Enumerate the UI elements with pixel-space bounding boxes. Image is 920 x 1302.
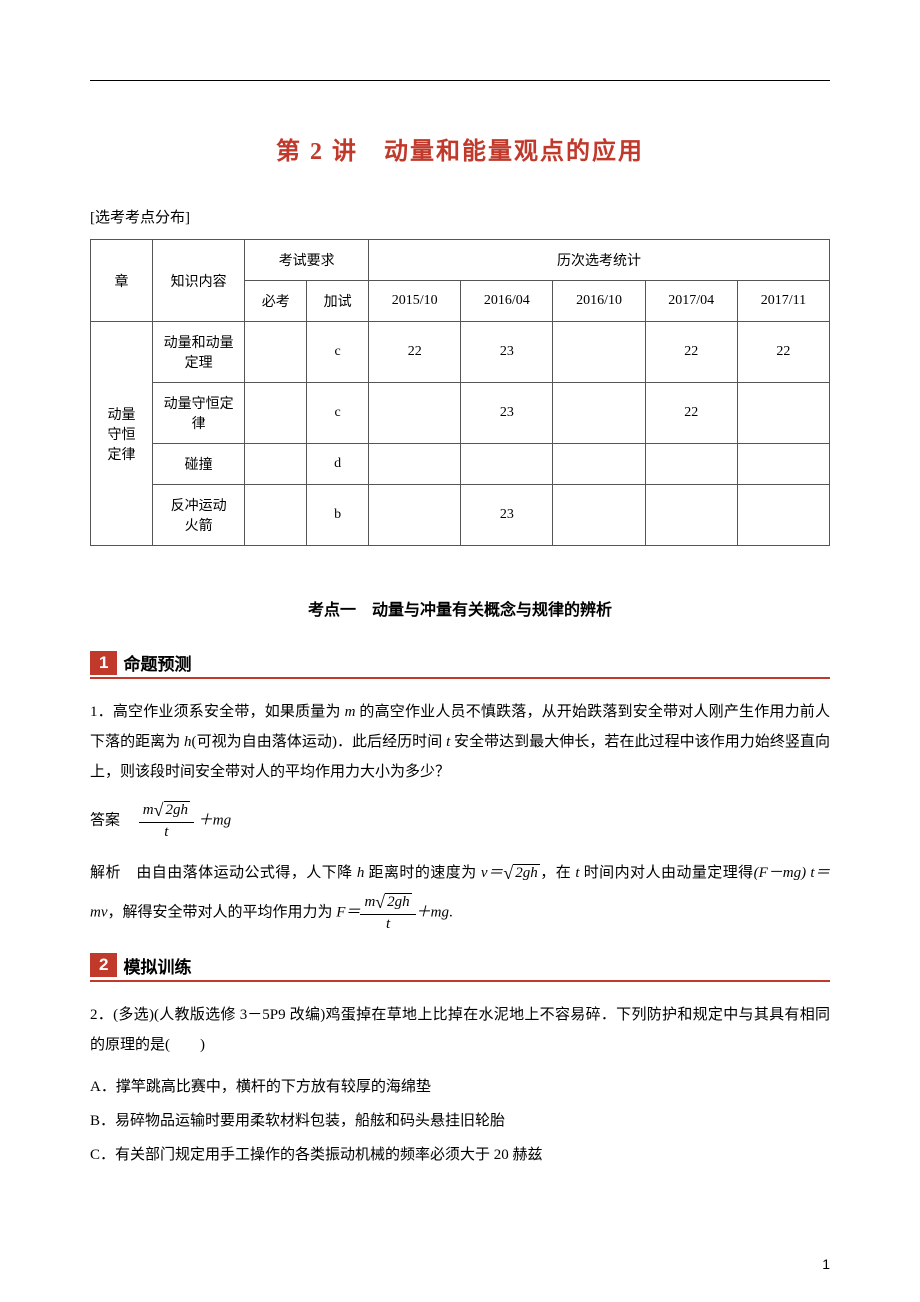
table-row: 碰撞 d	[91, 444, 830, 485]
cell-content: 动量和动量定理	[152, 322, 244, 383]
table-row: 动量守恒定律 c 23 22	[91, 383, 830, 444]
explain-fraction: m√2gh t	[360, 891, 415, 935]
answer-label: 答案	[90, 812, 135, 828]
section-label-2: 模拟训练	[123, 953, 191, 978]
cell-chapter: 动量守恒定律	[91, 322, 153, 546]
cell-2016-04: 23	[461, 322, 553, 383]
q1-text-3: (可视为自由落体运动)．此后经历时间	[192, 734, 447, 750]
explain-1: 解析 由自由落体运动公式得，人下降 h 距离时的速度为 v＝√2gh，在 t 时…	[90, 855, 830, 935]
cell-must	[245, 383, 307, 444]
cell-2017-11	[737, 383, 829, 444]
cell-2015-10	[369, 383, 461, 444]
option-a: A．撑竿跳高比赛中，横杆的下方放有较厚的海绵垫	[90, 1072, 830, 1102]
th-2017-04: 2017/04	[645, 281, 737, 322]
cell-2017-11: 22	[737, 322, 829, 383]
cell-content: 动量守恒定律	[152, 383, 244, 444]
th-history: 历次选考统计	[369, 240, 830, 281]
cell-must	[245, 444, 307, 485]
cell-2017-11	[737, 444, 829, 485]
page-title: 第 2 讲 动量和能量观点的应用	[90, 131, 830, 166]
cell-content: 碰撞	[152, 444, 244, 485]
distribution-label: [选考考点分布]	[90, 206, 830, 227]
F-eq: F＝	[336, 904, 360, 920]
explain-text-4: 时间内对人由动量定理得	[580, 865, 754, 881]
th-exam-req: 考试要求	[245, 240, 369, 281]
th-2015-10: 2015/10	[369, 281, 461, 322]
explain-text-5: ，解得安全带对人的平均作用力为	[108, 904, 337, 920]
cell-2016-04: 23	[461, 383, 553, 444]
plus-mg-2: ＋mg	[416, 904, 449, 920]
cell-2015-10	[369, 444, 461, 485]
v-eq: v＝	[481, 865, 504, 881]
th-2017-11: 2017/11	[737, 281, 829, 322]
option-b: B．易碎物品运输时要用柔软材料包装，船舷和码头悬挂旧轮胎	[90, 1106, 830, 1136]
sqrt-2gh: 2gh	[513, 864, 540, 881]
cell-extra: c	[307, 383, 369, 444]
cell-2017-04	[645, 444, 737, 485]
page-number: 1	[822, 1256, 830, 1272]
answer-1: 答案 m√2gh t ＋mg	[90, 799, 830, 843]
cell-2017-11	[737, 485, 829, 546]
explain-text-1: 由自由落体运动公式得，人下降	[136, 865, 356, 881]
section-num-2: 2	[90, 953, 117, 977]
q1-text-1: 1．高空作业须系安全带，如果质量为	[90, 704, 345, 720]
th-chapter: 章	[91, 240, 153, 322]
section-num-1: 1	[90, 651, 117, 675]
q2-options: A．撑竿跳高比赛中，横杆的下方放有较厚的海绵垫 B．易碎物品运输时要用柔软材料包…	[90, 1072, 830, 1170]
explain-text-3: ，在	[540, 865, 576, 881]
cell-2016-10	[553, 444, 645, 485]
table-row: 动量守恒定律 动量和动量定理 c 22 23 22 22	[91, 322, 830, 383]
kaodian-title: 考点一 动量与冲量有关概念与规律的辨析	[90, 596, 830, 620]
option-c: C．有关部门规定用手工操作的各类振动机械的频率必须大于 20 赫兹	[90, 1140, 830, 1170]
cell-content: 反冲运动 火箭	[152, 485, 244, 546]
table-header-row-1: 章 知识内容 考试要求 历次选考统计	[91, 240, 830, 281]
cell-2016-10	[553, 383, 645, 444]
cell-2016-04: 23	[461, 485, 553, 546]
cell-2016-10	[553, 485, 645, 546]
section-head-2: 2 模拟训练	[90, 953, 830, 982]
question-1: 1．高空作业须系安全带，如果质量为 m 的高空作业人员不慎跌落，从开始跌落到安全…	[90, 697, 830, 787]
section-label-1: 命题预测	[123, 650, 191, 675]
answer-fraction: m√2gh t	[139, 799, 194, 843]
question-2: 2．(多选)(人教版选修 3－5P9 改编)鸡蛋掉在草地上比掉在水泥地上不容易碎…	[90, 1000, 830, 1060]
cell-2015-10	[369, 485, 461, 546]
cell-extra: c	[307, 322, 369, 383]
cell-2016-04	[461, 444, 553, 485]
th-must: 必考	[245, 281, 307, 322]
num-m: m	[143, 802, 154, 818]
explain-text-2: 距离时的速度为	[364, 865, 481, 881]
plus-mg: ＋mg	[198, 812, 231, 828]
num-2gh: 2gh	[164, 801, 191, 818]
th-2016-04: 2016/04	[461, 281, 553, 322]
th-content: 知识内容	[152, 240, 244, 322]
cell-extra: b	[307, 485, 369, 546]
den-t: t	[139, 823, 194, 843]
table-row: 反冲运动 火箭 b 23	[91, 485, 830, 546]
cell-extra: d	[307, 444, 369, 485]
var-h: h	[184, 734, 192, 750]
top-rule	[90, 80, 830, 81]
th-extra: 加试	[307, 281, 369, 322]
exam-table: 章 知识内容 考试要求 历次选考统计 必考 加试 2015/10 2016/04…	[90, 239, 830, 546]
eq-lhs: (F－mg)	[754, 865, 807, 881]
var-m: m	[345, 704, 356, 720]
cell-2017-04: 22	[645, 383, 737, 444]
cell-2017-04	[645, 485, 737, 546]
page: 第 2 讲 动量和能量观点的应用 [选考考点分布] 章 知识内容 考试要求 历次…	[0, 0, 920, 1302]
cell-2017-04: 22	[645, 322, 737, 383]
den-t-2: t	[360, 915, 415, 935]
th-2016-10: 2016/10	[553, 281, 645, 322]
section-head-1: 1 命题预测	[90, 650, 830, 679]
cell-must	[245, 485, 307, 546]
num-m-2: m	[364, 894, 375, 910]
cell-must	[245, 322, 307, 383]
cell-2015-10: 22	[369, 322, 461, 383]
cell-2016-10	[553, 322, 645, 383]
explain-label: 解析	[90, 865, 136, 881]
num-2gh-2: 2gh	[385, 893, 412, 910]
